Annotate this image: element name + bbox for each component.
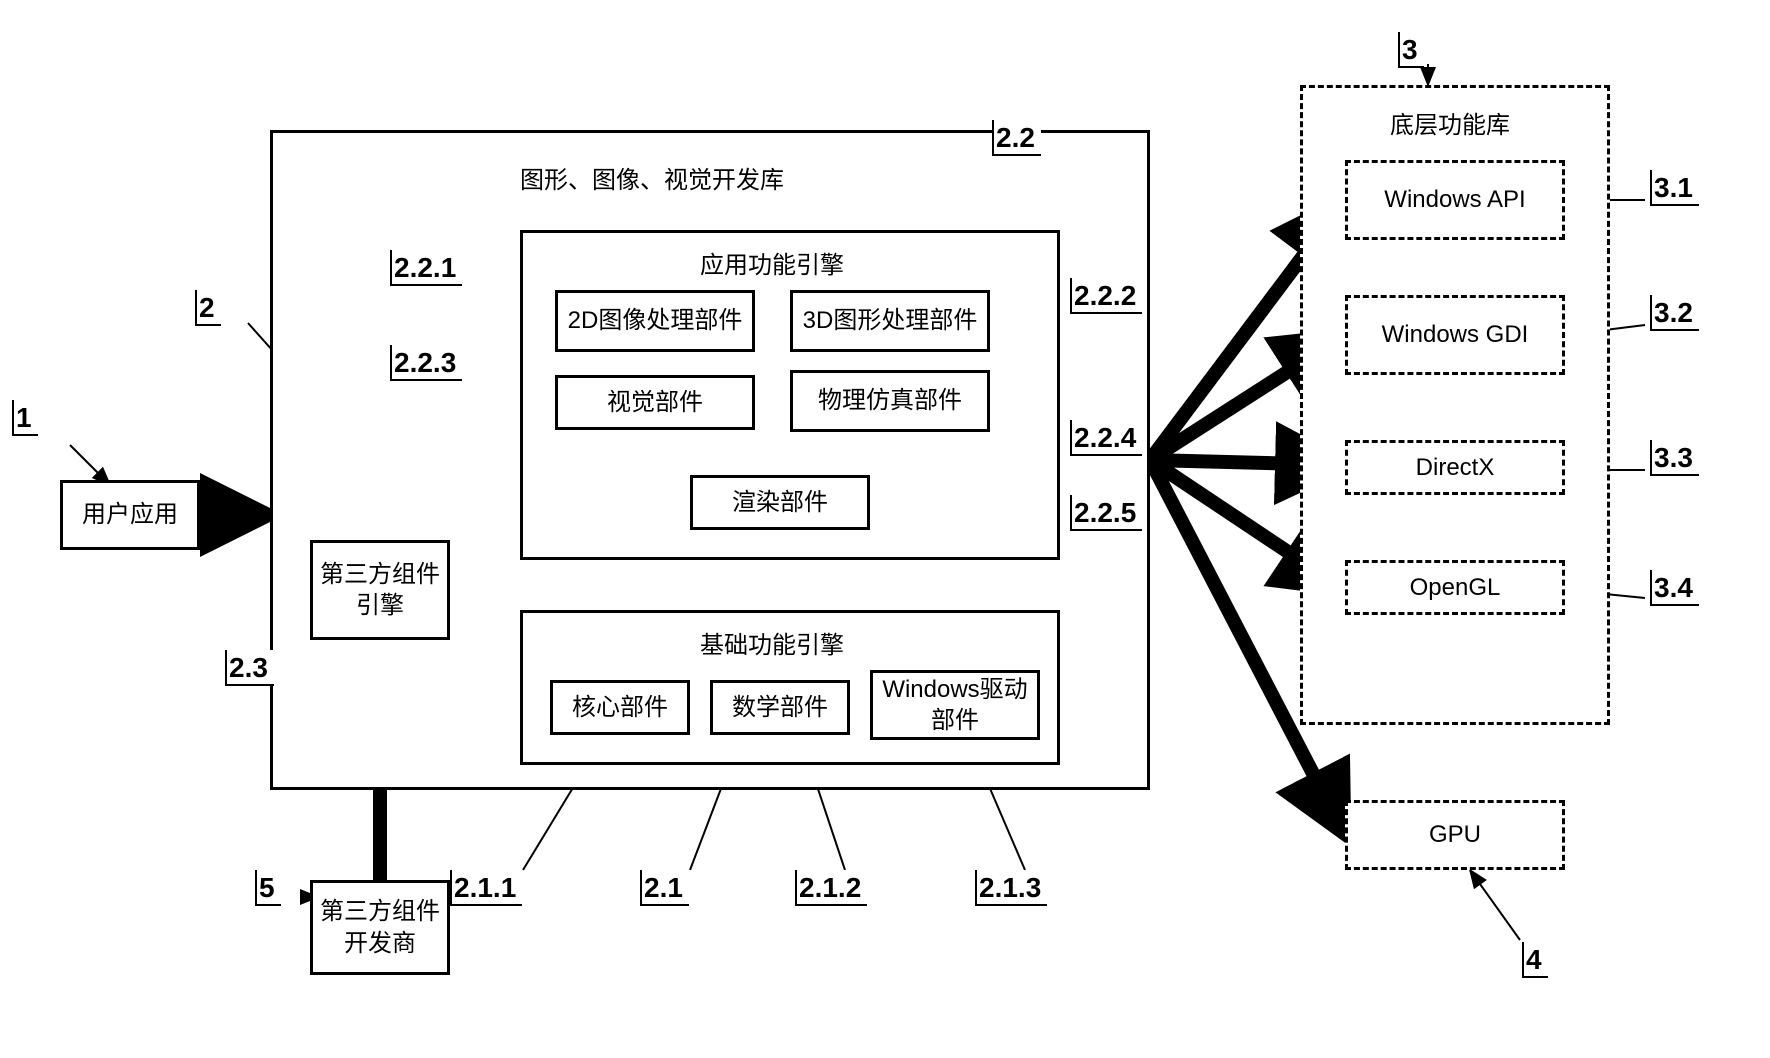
comp_render: 渲染部件 <box>690 475 870 530</box>
ref-L32: 3.2 <box>1650 295 1699 331</box>
opengl-text: OpenGL <box>1410 572 1501 603</box>
comp_windrv-text: Windows驱动部件 <box>873 674 1037 736</box>
directx-text: DirectX <box>1416 452 1495 483</box>
win_api: Windows API <box>1345 160 1565 240</box>
comp_math: 数学部件 <box>710 680 850 735</box>
comp_3d: 3D图形处理部件 <box>790 290 990 352</box>
ref-L223: 2.2.3 <box>390 345 462 381</box>
ref-L224: 2.2.4 <box>1070 420 1142 456</box>
low_lib_title: 底层功能库 <box>1390 105 1510 140</box>
ref-L213: 2.1.3 <box>975 870 1047 906</box>
ref-L211: 2.1.1 <box>450 870 522 906</box>
ref-L23: 2.3 <box>225 650 274 686</box>
comp_3d-text: 3D图形处理部件 <box>803 305 978 336</box>
third_engine: 第三方组件引擎 <box>310 540 450 640</box>
user_app: 用户应用 <box>60 480 200 550</box>
ref-L34: 3.4 <box>1650 570 1699 606</box>
comp_2d-text: 2D图像处理部件 <box>568 305 743 336</box>
comp_math-text: 数学部件 <box>732 692 828 723</box>
comp_render-text: 渲染部件 <box>732 487 828 518</box>
ref-L4: 4 <box>1522 942 1548 978</box>
comp_vision: 视觉部件 <box>555 375 755 430</box>
edge-9 <box>70 445 110 485</box>
comp_physics-text: 物理仿真部件 <box>818 385 962 416</box>
comp_windrv: Windows驱动部件 <box>870 670 1040 740</box>
third_dev-text: 第三方组件开发商 <box>313 896 447 958</box>
ref-L225: 2.2.5 <box>1070 495 1142 531</box>
comp_physics: 物理仿真部件 <box>790 370 990 432</box>
ref-L222: 2.2.2 <box>1070 278 1142 314</box>
ref-L33: 3.3 <box>1650 440 1699 476</box>
comp_core: 核心部件 <box>550 680 690 735</box>
directx: DirectX <box>1345 440 1565 495</box>
ref-L5: 5 <box>255 870 281 906</box>
win_gdi-text: Windows GDI <box>1382 319 1529 350</box>
third_engine-text: 第三方组件引擎 <box>313 559 447 621</box>
ref-L221: 2.2.1 <box>390 250 462 286</box>
ref-L22: 2.2 <box>992 120 1041 156</box>
gpu-text: GPU <box>1429 819 1481 850</box>
edge-28 <box>1470 870 1520 940</box>
ref-L212: 2.1.2 <box>795 870 867 906</box>
win_gdi: Windows GDI <box>1345 295 1565 375</box>
comp_vision-text: 视觉部件 <box>607 387 703 418</box>
third_dev: 第三方组件开发商 <box>310 880 450 975</box>
comp_2d: 2D图像处理部件 <box>555 290 755 352</box>
win_api-text: Windows API <box>1384 184 1525 215</box>
comp_core-text: 核心部件 <box>572 692 668 723</box>
ref-L1: 1 <box>12 400 38 436</box>
ref-L21: 2.1 <box>640 870 689 906</box>
gpu: GPU <box>1345 800 1565 870</box>
ref-L2: 2 <box>195 290 221 326</box>
ref-L3: 3 <box>1398 32 1424 68</box>
app_engine_title: 应用功能引擎 <box>700 245 844 280</box>
opengl: OpenGL <box>1345 560 1565 615</box>
user_app-text: 用户应用 <box>82 499 178 530</box>
ref-L31: 3.1 <box>1650 170 1699 206</box>
base_engine_title: 基础功能引擎 <box>700 625 844 660</box>
dev_lib_title: 图形、图像、视觉开发库 <box>520 160 784 195</box>
